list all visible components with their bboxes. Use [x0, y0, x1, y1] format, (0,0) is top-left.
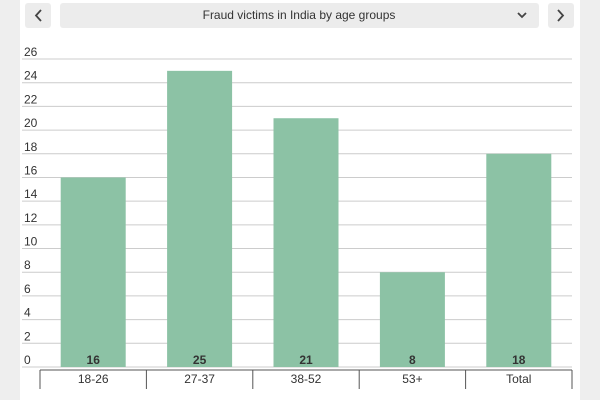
y-tick-label: 20	[24, 116, 38, 130]
y-tick-label: 10	[24, 235, 38, 249]
y-tick-label: 8	[24, 258, 31, 272]
prev-button[interactable]	[25, 3, 51, 28]
next-button[interactable]	[548, 3, 574, 28]
bar	[60, 177, 126, 367]
x-tick-label: 38-52	[291, 372, 322, 386]
bar	[167, 70, 233, 367]
data-label: 25	[193, 353, 207, 367]
y-tick-label: 2	[24, 329, 31, 343]
y-tick-label: 18	[24, 140, 38, 154]
data-label: 8	[409, 353, 416, 367]
y-tick-label: 16	[24, 163, 38, 177]
chart-title: Fraud victims in India by age groups	[203, 8, 396, 22]
bar	[379, 272, 445, 367]
y-tick-label: 14	[24, 187, 38, 201]
x-tick-label: 53+	[402, 372, 422, 386]
x-tick-label: 27-37	[184, 372, 215, 386]
selector-bg	[60, 3, 539, 28]
y-tick-label: 22	[24, 92, 38, 106]
y-tick-label: 4	[24, 306, 31, 320]
prev-button-bg	[25, 3, 51, 28]
data-label: 16	[87, 353, 101, 367]
bar	[273, 118, 339, 367]
prev-icon	[34, 9, 42, 22]
x-tick-label: 18-26	[78, 372, 109, 386]
chart-selector[interactable]: Fraud victims in India by age groups	[60, 3, 539, 28]
y-tick-label: 6	[24, 282, 31, 296]
y-tick-label: 0	[24, 353, 31, 367]
bar	[486, 153, 552, 367]
y-tick-label: 12	[24, 211, 38, 225]
data-label: 21	[299, 353, 313, 367]
y-tick-label: 26	[24, 45, 38, 59]
data-label: 18	[512, 353, 526, 367]
x-tick-label: Total	[506, 372, 531, 386]
dropdown-icon	[517, 12, 527, 19]
next-icon	[557, 9, 565, 22]
y-tick-label: 24	[24, 69, 38, 83]
next-button-bg	[548, 3, 574, 28]
